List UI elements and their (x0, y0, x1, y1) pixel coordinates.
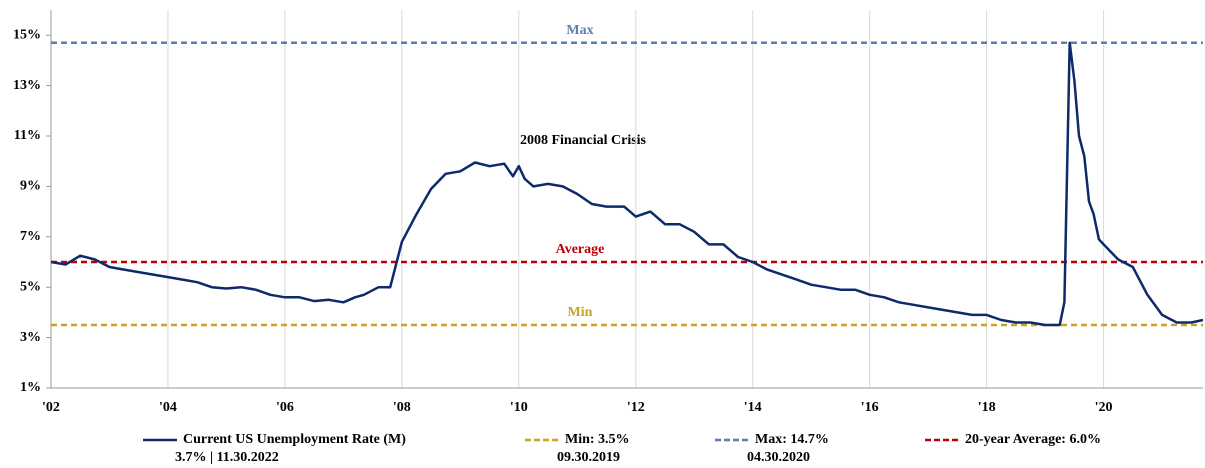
x-tick-label: '12 (627, 400, 645, 415)
y-tick-label: 3% (20, 330, 41, 345)
x-tick-label: '02 (42, 400, 60, 415)
x-tick-label: '06 (276, 400, 294, 415)
legend-note: 3.7% | 11.30.2022 (175, 450, 279, 465)
y-tick-label: 13% (13, 78, 41, 93)
y-tick-label: 15% (13, 27, 41, 42)
reference-label: Min (568, 305, 593, 320)
reference-label: Average (556, 242, 605, 257)
x-tick-label: '04 (159, 400, 177, 415)
legend-note: 04.30.2020 (747, 450, 810, 465)
x-tick-label: '18 (978, 400, 996, 415)
y-tick-label: 11% (14, 128, 41, 143)
x-tick-label: '14 (744, 400, 762, 415)
legend-label: 20-year Average: 6.0% (965, 432, 1101, 447)
legend-note: 09.30.2019 (557, 450, 620, 465)
x-tick-label: '16 (861, 400, 879, 415)
legend-label: Max: 14.7% (755, 432, 829, 447)
data-line (50, 41, 1204, 327)
legend-label: Min: 3.5% (565, 432, 630, 447)
y-tick-label: 7% (20, 229, 41, 244)
y-tick-label: 5% (20, 279, 41, 294)
y-tick-label: 1% (20, 380, 41, 395)
x-tick-label: '20 (1095, 400, 1113, 415)
x-tick-label: '08 (393, 400, 411, 415)
annotation: 2008 Financial Crisis (520, 133, 647, 148)
x-tick-label: '10 (510, 400, 528, 415)
legend-label: Current US Unemployment Rate (M) (183, 432, 406, 447)
y-tick-label: 9% (20, 179, 41, 194)
reference-label: Max (566, 23, 593, 38)
